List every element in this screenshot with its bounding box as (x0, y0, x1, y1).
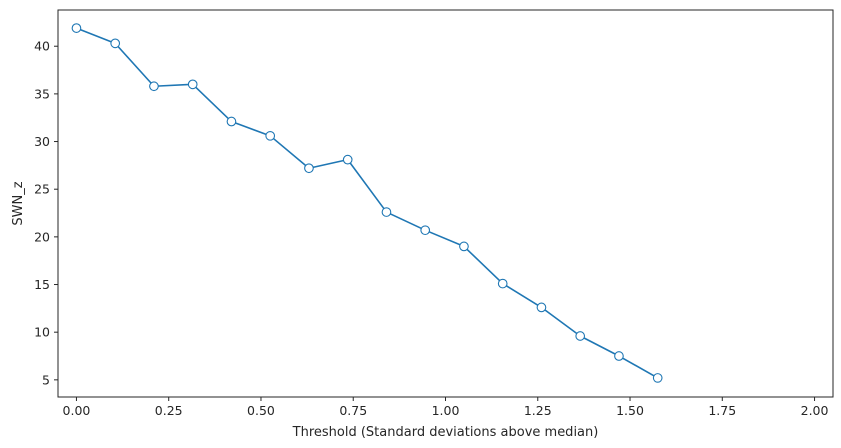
x-tick-label: 0.75 (339, 403, 367, 418)
data-point (420, 225, 431, 236)
x-axis-label: Threshold (Standard deviations above med… (292, 425, 599, 440)
data-point (304, 163, 314, 174)
y-axis-label: SWN_z (11, 181, 26, 225)
y-tick-label: 30 (34, 134, 50, 149)
data-point (149, 81, 159, 92)
y-tick-label: 15 (34, 277, 50, 292)
data-point (652, 373, 663, 383)
y-tick-label: 40 (34, 39, 50, 54)
x-tick-label: 0.00 (63, 403, 91, 418)
y-tick-label: 5 (42, 372, 50, 387)
y-tick-label: 35 (34, 86, 50, 101)
data-point (342, 154, 353, 165)
x-tick-label: 1.25 (524, 403, 552, 418)
x-tick-label: 1.00 (432, 403, 460, 418)
x-tick-label: 1.50 (616, 403, 644, 418)
x-axis-ticks: 0.00 0.25 0.50 0.75 1.00 1.25 1.50 1.75 2.00 (63, 397, 829, 418)
x-tick-label: 0.50 (247, 403, 275, 418)
x-tick-label: 1.75 (708, 403, 736, 418)
series-line (76, 27, 659, 379)
data-point (71, 23, 82, 33)
y-tick-label: 20 (34, 229, 50, 244)
data-point (536, 302, 547, 313)
data-point (110, 38, 121, 49)
data-point (265, 130, 276, 141)
plot-frame (57, 9, 834, 398)
y-axis-ticks: 5 10 15 20 25 30 35 40 (34, 39, 58, 387)
data-point (187, 79, 198, 90)
y-tick-label: 25 (34, 182, 50, 197)
data-point (459, 241, 469, 252)
data-point (575, 331, 586, 341)
data-point (381, 207, 392, 217)
data-point (497, 278, 508, 289)
series-layer (71, 23, 663, 383)
data-point (226, 116, 237, 127)
data-point (614, 351, 624, 361)
x-tick-label: 2.00 (801, 403, 829, 418)
y-tick-label: 10 (34, 325, 50, 340)
x-tick-label: 0.25 (155, 403, 183, 418)
plot-background (58, 10, 833, 397)
